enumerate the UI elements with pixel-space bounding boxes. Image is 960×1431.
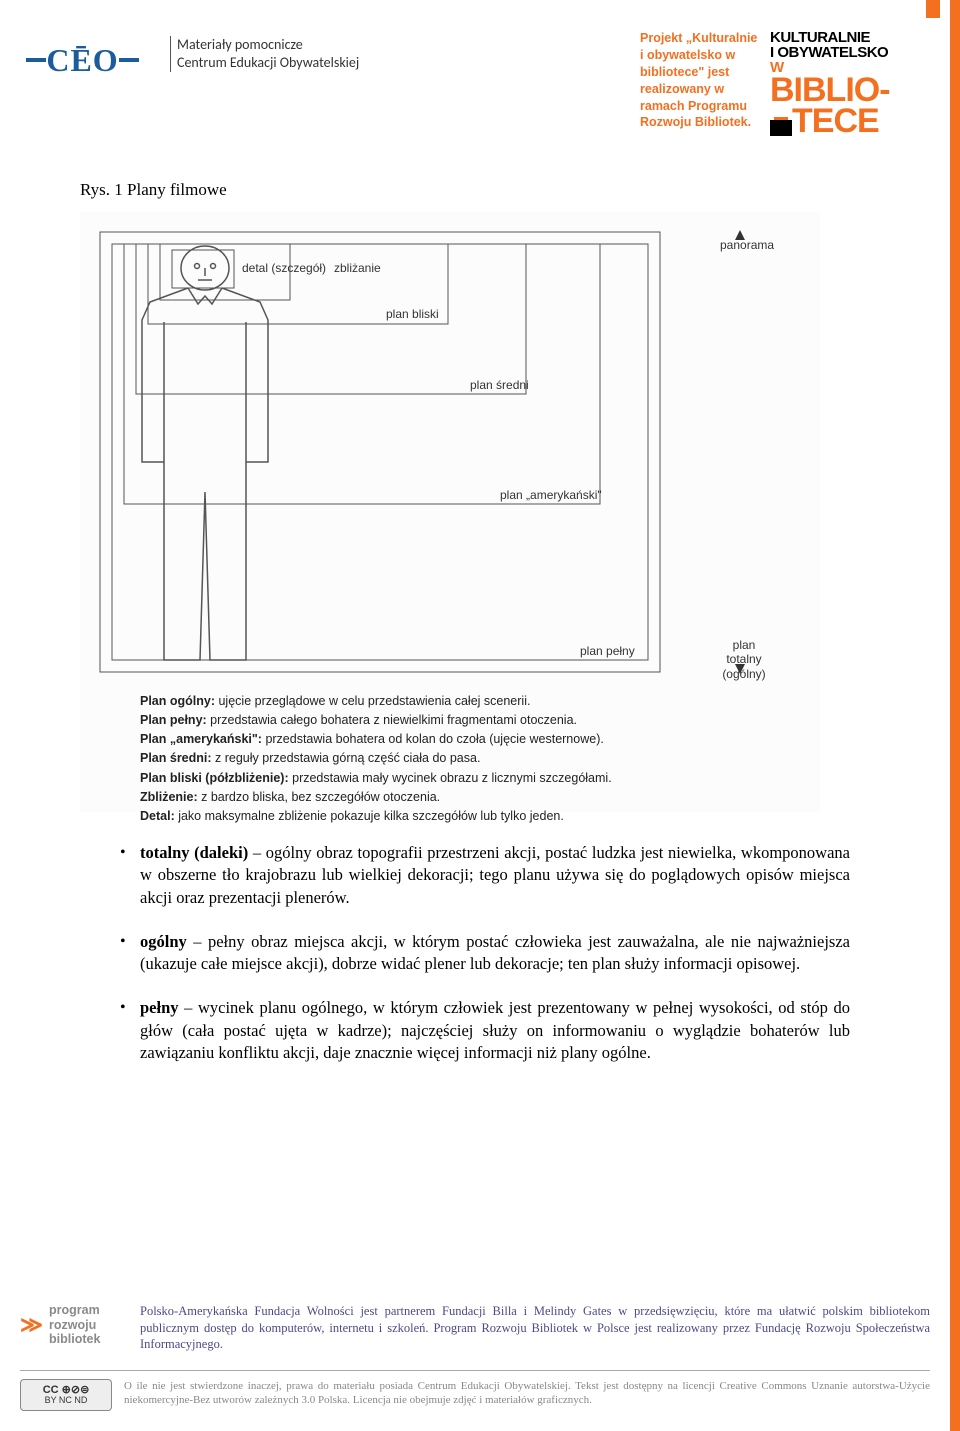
cc-badge-icon: CC ⊕⊘⊜ BY NC ND <box>20 1379 112 1411</box>
page-header: CĒO Materiały pomocnicze Centrum Edukacj… <box>20 30 950 160</box>
logo-dash-right <box>119 58 139 62</box>
project-description: Projekt „Kulturalnie i obywatelsko w bib… <box>640 30 760 131</box>
term-ogolny: ogólny <box>140 932 187 951</box>
partner-text: Polsko-Amerykańska Fundacja Wolności jes… <box>140 1303 930 1352</box>
diagram-svg <box>80 212 820 712</box>
text-pelny: – wycinek planu ogólnego, w którym człow… <box>140 998 850 1062</box>
label-detail: detal (szczegół) <box>242 261 326 275</box>
logo-line1: KULTURALNIE <box>770 30 940 45</box>
prb-l3: bibliotek <box>49 1332 100 1346</box>
def-bliski: Plan bliski (półzbliżenie): przedstawia … <box>140 769 800 787</box>
human-figure <box>142 246 268 660</box>
ceo-logo: CĒO <box>20 40 145 80</box>
header-subtitle: Materiały pomocnicze Centrum Edukacji Ob… <box>170 36 359 72</box>
def-detal: Detal: jako maksymalne zbliżenie pokazuj… <box>140 807 800 825</box>
def-amerykanski: Plan „amerykański": przedstawia bohatera… <box>140 730 800 748</box>
prb-l1: program <box>49 1303 100 1317</box>
license-text: O ile nie jest stwierdzone inaczej, praw… <box>124 1379 930 1408</box>
header-subtitle-l1: Materiały pomocnicze <box>177 36 303 53</box>
page-content: Rys. 1 Plany filmowe <box>80 180 880 1086</box>
bullet-list: totalny (daleki) – ogólny obraz topograf… <box>80 842 880 1064</box>
page-footer: ≫ program rozwoju bibliotek Polsko-Amery… <box>20 1303 930 1411</box>
logo-big2-row: TECE <box>770 106 940 137</box>
def-zblizenie: Zbliżenie: z bardzo bliska, bez szczegół… <box>140 788 800 806</box>
term-pelny: pełny <box>140 998 179 1017</box>
arrows-icon: ≫ <box>20 1317 43 1332</box>
cc-bot: BY NC ND <box>45 1396 88 1405</box>
header-subtitle-l2: Centrum Edukacji Obywatelskiej <box>177 54 359 71</box>
label-sredni: plan średni <box>470 378 529 392</box>
def-sredni: Plan średni: z reguły przedstawia górną … <box>140 749 800 767</box>
logo-dash-left <box>26 58 46 62</box>
label-totalny: plan totalny (ogólny) <box>714 638 774 681</box>
footer-partner-row: ≫ program rozwoju bibliotek Polsko-Amery… <box>20 1303 930 1360</box>
shot-types-diagram: panorama detal (szczegół) zbliżanie plan… <box>80 212 820 812</box>
logo-big2: TECE <box>792 106 879 137</box>
label-bliski: plan bliski <box>386 307 439 321</box>
logo-big1: BIBLIO- <box>770 75 940 106</box>
biblioteka-logo: KULTURALNIE I OBYWATELSKO W BIBLIO- TECE <box>770 30 940 136</box>
def-pelny: Plan pełny: przedstawia całego bohatera … <box>140 711 800 729</box>
bullet-pelny: pełny – wycinek planu ogólnego, w którym… <box>116 997 850 1064</box>
label-zblizanie: zbliżanie <box>334 261 381 275</box>
orange-accent-top <box>926 0 940 18</box>
term-totalny: totalny (daleki) <box>140 843 248 862</box>
prb-text: program rozwoju bibliotek <box>49 1303 100 1346</box>
label-panorama: panorama <box>720 238 774 252</box>
logo-line2: I OBYWATELSKO <box>770 45 940 60</box>
prb-l2: rozwoju <box>49 1318 96 1332</box>
bullet-ogolny: ogólny – pełny obraz miejsca akcji, w kt… <box>116 931 850 976</box>
def-ogolny: Plan ogólny: Plan ogólny: ujęcie przeglą… <box>140 692 800 710</box>
figure-title: Rys. 1 Plany filmowe <box>80 180 880 200</box>
footer-license-row: CC ⊕⊘⊜ BY NC ND O ile nie jest stwierdzo… <box>20 1370 930 1411</box>
label-pelny: plan pełny <box>580 644 635 658</box>
book-icon <box>770 110 792 136</box>
label-amerykanski: plan „amerykański" <box>500 488 602 502</box>
ceo-logo-text: CĒO <box>46 42 118 79</box>
bullet-totalny: totalny (daleki) – ogólny obraz topograf… <box>116 842 850 909</box>
prb-logo: ≫ program rozwoju bibliotek <box>20 1303 130 1346</box>
text-ogolny: – pełny obraz miejsca akcji, w którym po… <box>140 932 850 973</box>
definitions-block: Plan ogólny: Plan ogólny: ujęcie przeglą… <box>140 692 800 826</box>
